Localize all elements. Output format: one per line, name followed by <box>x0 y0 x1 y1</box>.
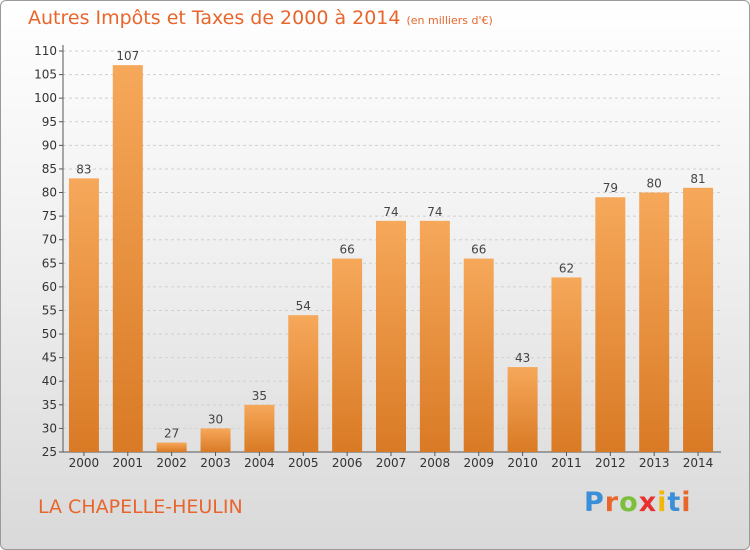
y-tick-label: 60 <box>42 280 57 294</box>
x-tick-label: 2014 <box>683 456 714 470</box>
y-tick-label: 100 <box>34 91 57 105</box>
proxiti-logo: Proxiti <box>584 487 692 518</box>
y-tick-label: 110 <box>34 44 57 58</box>
bar <box>68 178 99 452</box>
x-tick-label: 2005 <box>288 456 319 470</box>
bar <box>463 258 494 452</box>
data-label: 74 <box>427 205 442 219</box>
chart-title: Autres Impôts et Taxes de 2000 à 2014 (en… <box>28 7 493 29</box>
data-label: 43 <box>515 351 530 365</box>
y-tick-label: 80 <box>42 186 57 200</box>
bar <box>639 192 670 452</box>
x-tick-label: 2007 <box>376 456 407 470</box>
bar <box>551 277 582 452</box>
y-tick-label: 75 <box>42 209 57 223</box>
y-tick-label: 70 <box>42 233 57 247</box>
logo-letter: i <box>657 487 668 518</box>
x-tick-label: 2002 <box>156 456 187 470</box>
x-tick-label: 2012 <box>595 456 626 470</box>
data-label: 83 <box>76 162 91 176</box>
bar <box>595 197 626 452</box>
logo-letter: o <box>619 487 639 518</box>
bar <box>419 220 450 452</box>
data-label: 80 <box>647 177 662 191</box>
y-tick-label: 25 <box>42 445 57 459</box>
chart-title-text: Autres Impôts et Taxes de 2000 à 2014 <box>28 7 401 29</box>
y-tick-label: 30 <box>42 421 57 435</box>
data-label: 54 <box>296 299 311 313</box>
data-label: 79 <box>603 181 618 195</box>
x-tick-label: 2004 <box>244 456 275 470</box>
chart-subtitle: (en milliers d'€) <box>406 14 493 27</box>
logo-letter: P <box>584 487 605 518</box>
bar <box>683 187 714 452</box>
bar <box>376 220 406 452</box>
y-tick-label: 35 <box>42 398 57 412</box>
data-label: 66 <box>339 243 354 257</box>
y-tick-label: 65 <box>42 256 57 270</box>
bar <box>156 442 187 452</box>
y-tick-label: 105 <box>34 68 57 82</box>
y-tick-label: 85 <box>42 162 57 176</box>
bar <box>507 367 538 452</box>
x-tick-label: 2008 <box>420 456 451 470</box>
data-label: 27 <box>164 427 179 441</box>
y-tick-label: 90 <box>42 138 57 152</box>
logo-letter: i <box>681 487 692 518</box>
x-tick-label: 2000 <box>69 456 100 470</box>
bar <box>288 315 319 452</box>
bar <box>112 65 143 452</box>
data-label: 30 <box>208 412 223 426</box>
bar <box>244 404 275 452</box>
data-label: 35 <box>252 389 267 403</box>
y-tick-label: 55 <box>42 303 57 317</box>
bar <box>332 258 363 452</box>
y-tick-label: 45 <box>42 351 57 365</box>
logo-letter: x <box>638 487 658 518</box>
data-label: 74 <box>383 205 398 219</box>
x-tick-label: 2001 <box>113 456 144 470</box>
x-tick-label: 2013 <box>639 456 670 470</box>
y-tick-label: 50 <box>42 327 57 341</box>
logo-letter: t <box>667 487 682 518</box>
logo-letter: r <box>604 487 620 518</box>
place-name: LA CHAPELLE-HEULIN <box>38 496 243 518</box>
x-tick-label: 2006 <box>332 456 363 470</box>
data-label: 81 <box>690 172 705 186</box>
x-tick-label: 2003 <box>200 456 231 470</box>
x-tick-label: 2010 <box>507 456 538 470</box>
data-label: 62 <box>559 261 574 275</box>
data-label: 107 <box>116 49 139 63</box>
y-tick-label: 95 <box>42 115 57 129</box>
x-tick-label: 2011 <box>551 456 582 470</box>
x-tick-label: 2009 <box>463 456 494 470</box>
bar <box>200 428 231 452</box>
y-tick-label: 40 <box>42 374 57 388</box>
data-label: 66 <box>471 243 486 257</box>
